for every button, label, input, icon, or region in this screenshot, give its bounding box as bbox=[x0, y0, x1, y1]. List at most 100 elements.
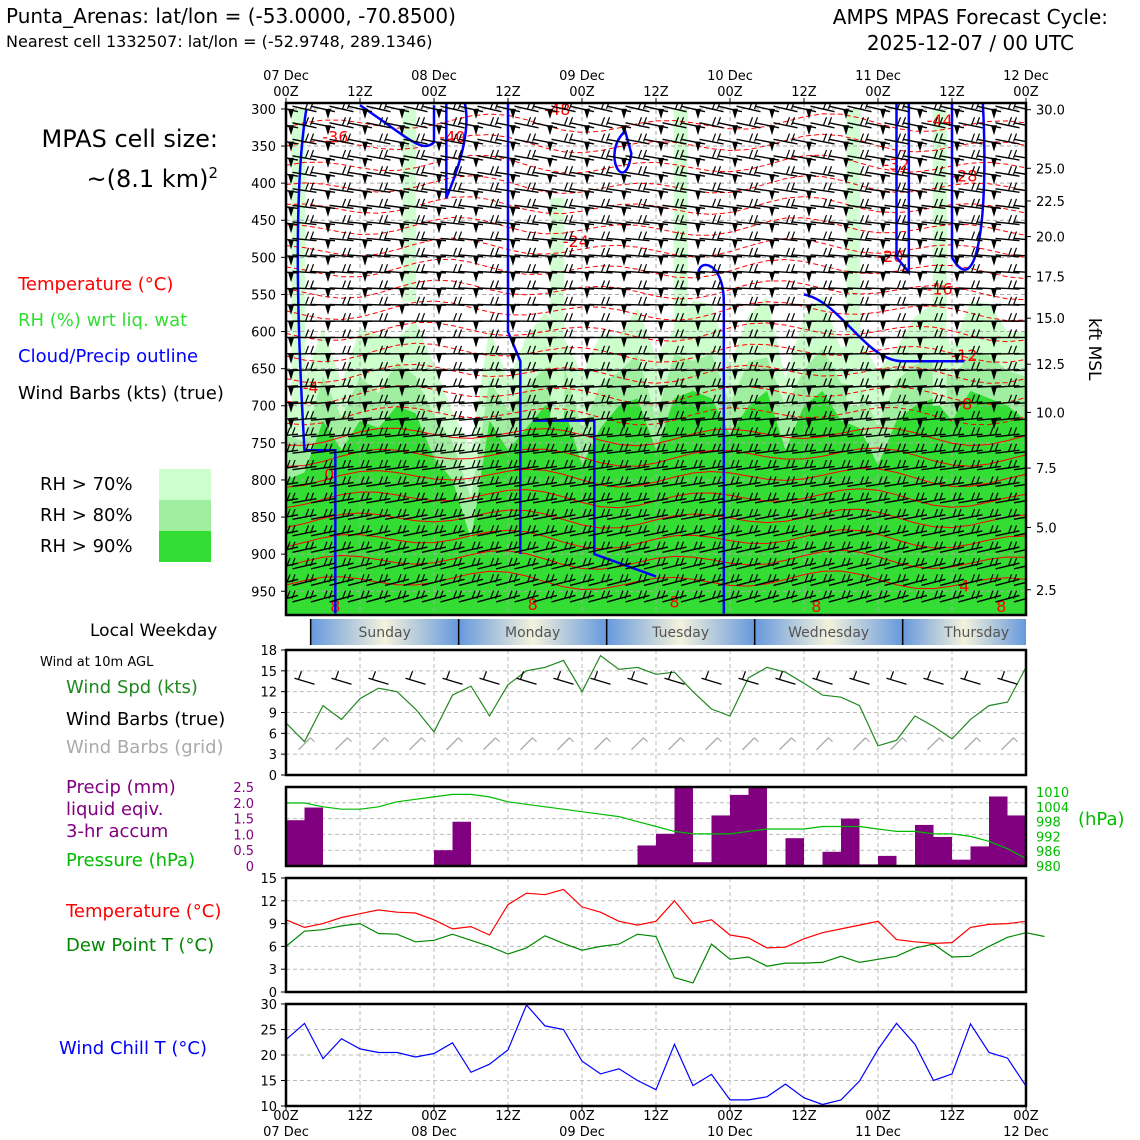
wind-barb-flag bbox=[362, 304, 368, 315]
wind-barb-feather bbox=[970, 459, 976, 469]
wind-barb-feather bbox=[790, 133, 796, 142]
wind-barb-feather bbox=[827, 231, 833, 240]
wind-barb-feather bbox=[933, 525, 939, 534]
wind-barb bbox=[366, 497, 391, 504]
wind-barb-feather bbox=[785, 525, 791, 534]
wind-barb bbox=[532, 433, 558, 438]
precip-label-2: liquid eqiv. bbox=[66, 799, 164, 820]
wind-barb-flag bbox=[473, 321, 479, 332]
wind-barb bbox=[791, 188, 817, 193]
wind-barb-flag bbox=[991, 272, 997, 283]
wind-barb bbox=[286, 173, 299, 177]
wind-barb-feather bbox=[531, 394, 537, 403]
wind-barb-flag bbox=[362, 402, 368, 413]
wind-barb-feather bbox=[545, 574, 550, 583]
wind-barb bbox=[791, 530, 817, 537]
wind-barb-feather bbox=[452, 574, 458, 583]
wind-barb-flag bbox=[917, 239, 923, 250]
wind-barb-feather bbox=[753, 378, 759, 387]
wind-barb-feather bbox=[827, 103, 832, 110]
wind-barb bbox=[292, 594, 317, 603]
wind-barb-flag bbox=[288, 353, 294, 364]
wind-barb-feather bbox=[785, 329, 791, 338]
wind-barb-feather bbox=[415, 378, 421, 387]
wind-barb-feather bbox=[452, 133, 458, 142]
wind-barb-feather bbox=[397, 492, 402, 501]
wind-barb-feather bbox=[748, 133, 754, 142]
wind-barb-feather bbox=[1012, 541, 1018, 550]
wind-barb bbox=[366, 122, 391, 129]
wind-barb-feather bbox=[526, 247, 532, 257]
wind-barb-feather bbox=[748, 296, 754, 306]
wind-barb bbox=[384, 465, 410, 471]
wind-barb-feather bbox=[970, 296, 976, 306]
wind-panel-ytick-label: 18 bbox=[260, 644, 277, 659]
wind-barb-flag bbox=[954, 141, 960, 152]
wind-barb-feather bbox=[975, 296, 981, 306]
wind-barb-feather bbox=[360, 443, 365, 452]
wind-barb bbox=[1013, 548, 1026, 554]
surface-wind-barb-feather bbox=[519, 671, 525, 680]
wind-barb bbox=[884, 401, 909, 405]
wind-barb bbox=[403, 530, 428, 537]
wind-barb bbox=[828, 237, 854, 242]
wind-barb-flag bbox=[288, 108, 294, 119]
wind-barb-feather bbox=[341, 541, 347, 550]
wind-barb-feather bbox=[938, 541, 944, 550]
wind-barb-flag bbox=[473, 288, 479, 299]
wind-barb-feather bbox=[661, 590, 666, 599]
wind-barb-flag bbox=[991, 386, 997, 397]
wind-barb-feather bbox=[716, 231, 722, 240]
wind-barb bbox=[699, 188, 724, 193]
wind-barb bbox=[421, 122, 447, 129]
wind-barb-feather bbox=[804, 525, 809, 534]
wind-barb-feather bbox=[711, 214, 717, 224]
wind-barb bbox=[828, 368, 854, 372]
bottom-hour-label: 12Z bbox=[643, 1109, 669, 1124]
wind-barb-feather bbox=[716, 133, 722, 142]
wind-barb-feather bbox=[286, 476, 291, 485]
isotherm bbox=[286, 216, 1026, 236]
wind-barb-feather bbox=[827, 361, 833, 371]
wind-barb-feather bbox=[415, 345, 421, 355]
wind-barb bbox=[865, 105, 891, 113]
wind-barb bbox=[643, 105, 669, 113]
wind-barb bbox=[958, 155, 983, 161]
surface-wind-barb-feather bbox=[926, 671, 932, 680]
wind-barb bbox=[847, 594, 872, 603]
wind-barb-feather bbox=[346, 312, 352, 322]
wind-barb bbox=[286, 368, 299, 371]
wind-barb-feather bbox=[785, 557, 791, 567]
wind-barb bbox=[865, 254, 891, 258]
wind-barb bbox=[939, 368, 965, 372]
wind-barb bbox=[310, 514, 336, 520]
wind-barb bbox=[865, 368, 891, 372]
wind-barb bbox=[532, 138, 558, 145]
wind-barb bbox=[366, 514, 391, 520]
wind-barb-feather bbox=[415, 133, 421, 142]
weekday-name: Monday bbox=[505, 625, 560, 641]
wind-barb bbox=[588, 562, 613, 570]
wind-barb bbox=[625, 287, 650, 290]
wind-barb-feather bbox=[896, 280, 902, 289]
wind-barb-feather bbox=[341, 574, 347, 583]
legend-rh: RH (%) wrt liq. wat bbox=[18, 310, 188, 331]
wind-barb-feather bbox=[383, 312, 389, 322]
wind-barb bbox=[551, 385, 576, 388]
wind-barb-feather bbox=[642, 508, 648, 518]
surface-wind-barb bbox=[812, 677, 833, 685]
wind-barb bbox=[662, 254, 687, 258]
wind-barb bbox=[736, 514, 761, 520]
wind-barb-feather bbox=[457, 443, 463, 452]
weekday-name: Thursday bbox=[943, 625, 1009, 641]
wind-barb-flag bbox=[843, 386, 849, 397]
wind-barb bbox=[440, 594, 465, 603]
wind-barb bbox=[791, 287, 817, 290]
wind-barb-feather bbox=[1012, 280, 1018, 289]
wind-barb-feather bbox=[994, 427, 999, 436]
wind-barb-feather bbox=[415, 410, 421, 420]
wind-barb bbox=[606, 514, 632, 520]
wind-barb bbox=[662, 465, 687, 471]
wind-barb-feather bbox=[489, 361, 495, 371]
wind-barb bbox=[865, 138, 891, 145]
